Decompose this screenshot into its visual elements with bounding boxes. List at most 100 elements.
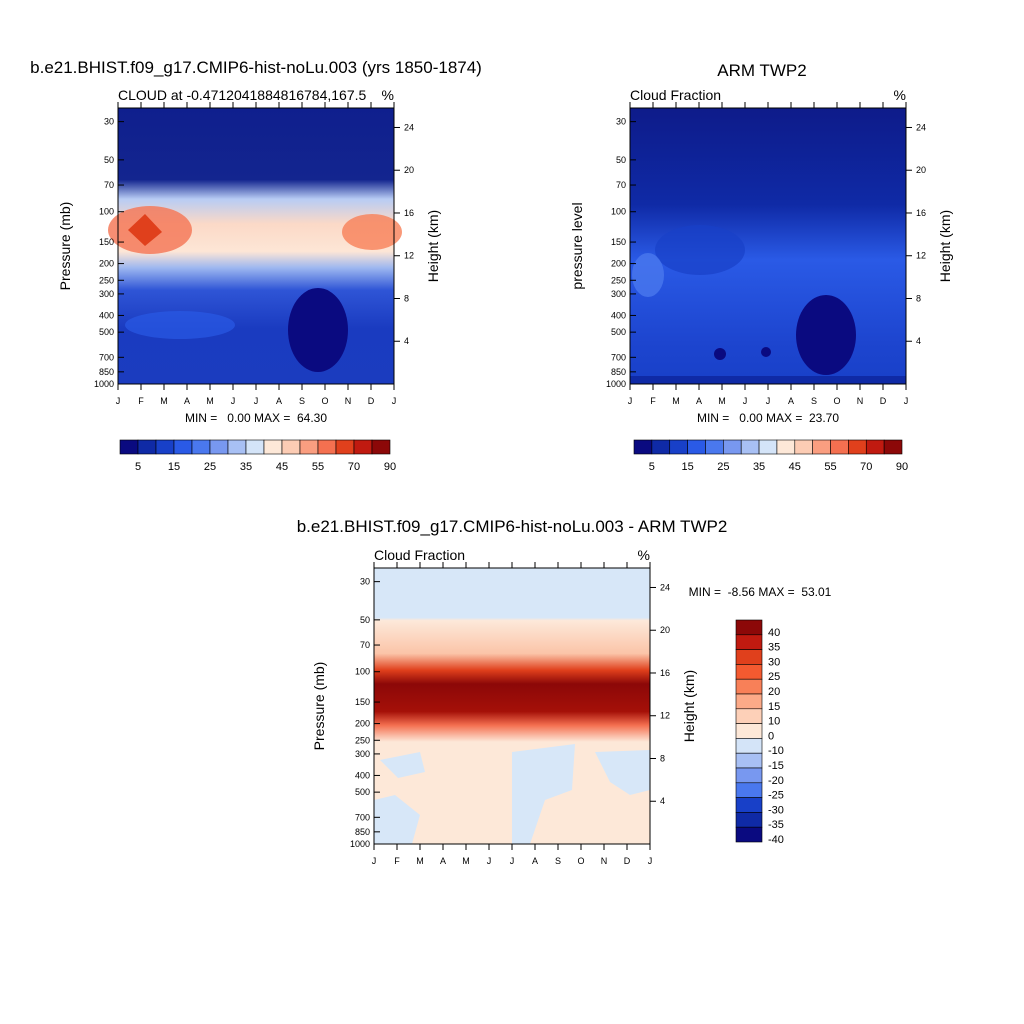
panel-obs-yrtick-label: 4 — [916, 336, 921, 346]
panel-obs-colorbar-swatch — [812, 439, 831, 455]
panel-model-xtick-label: M — [160, 396, 168, 406]
panel-obs-ytick-label: 200 — [611, 259, 626, 269]
panel-model-colorbar-label: 55 — [312, 461, 324, 473]
panel-obs-colorbar-swatch — [758, 439, 778, 455]
panel-obs-colorbar-label: 55 — [824, 461, 836, 473]
panel-model-colorbar-label: 5 — [135, 461, 141, 473]
panel-model-colorbar-swatch — [245, 439, 265, 455]
panel-diff-ylabel-right: Height (km) — [681, 670, 697, 742]
panel-diff-negative-upper — [380, 752, 425, 778]
panel-model-colorbar-label: 25 — [204, 461, 216, 473]
panel-model-colorbar-label: 70 — [348, 461, 360, 473]
panel-obs-ytick-label: 500 — [611, 327, 626, 337]
panel-diff-ytick-label: 70 — [360, 640, 370, 650]
panel-diff-colorbar-swatch — [735, 826, 763, 843]
panel-obs-ytick-label: 150 — [611, 237, 626, 247]
panel-model-xtick-label: A — [276, 396, 282, 406]
panel-model-ytick-label: 500 — [99, 327, 114, 337]
panel-model-ytick-label: 300 — [99, 289, 114, 299]
panel-diff-colorbar-swatch — [735, 619, 763, 636]
panel-model-colorbar-swatch — [281, 439, 301, 455]
panel-model-ytick-label: 50 — [104, 155, 114, 165]
panel-diff-yrtick-label: 4 — [660, 796, 665, 806]
panel-model-xtick-label: N — [345, 396, 352, 406]
panel-diff-ytick-label: 150 — [355, 697, 370, 707]
panel-model-yrtick-label: 20 — [404, 165, 414, 175]
panel-model-stats: MIN = 0.00 MAX = 64.30 — [185, 411, 327, 425]
panel-diff-colorbar-label: -35 — [768, 819, 784, 831]
panel-diff-colorbar-swatch — [735, 767, 763, 784]
panel-diff-colorbar-swatch — [735, 797, 763, 813]
panel-obs-colorbar-swatch — [687, 439, 706, 455]
panel-diff-yrtick-label: 8 — [660, 753, 665, 763]
panel-model-colorbar-swatch — [155, 439, 175, 455]
panel-obs-xtick-label: J — [766, 396, 771, 406]
panel-model-yrtick-label: 24 — [404, 122, 414, 132]
panel-obs-ytick-label: 100 — [611, 207, 626, 217]
panel-diff-xtick-label: N — [601, 856, 608, 866]
panel-obs-ytick-label: 400 — [611, 310, 626, 320]
panel-diff-colorbar-swatch — [735, 664, 763, 680]
panel-obs-yrtick-label: 20 — [916, 165, 926, 175]
panel-diff-subtitle: Cloud Fraction — [374, 547, 465, 563]
panel-obs-colorbar-swatch — [669, 439, 688, 455]
panel-diff-ytick-label: 30 — [360, 577, 370, 587]
panel-diff-colorbar-label: 15 — [768, 701, 780, 713]
panel-diff-colorbar-label: -30 — [768, 804, 784, 816]
panel-diff-colorbar-swatch — [735, 693, 763, 710]
panel-model-colorbar-swatch — [299, 439, 319, 455]
panel-obs-xtick-label: M — [718, 396, 726, 406]
panel-diff-colorbar-label: 35 — [768, 642, 780, 654]
panel-obs-yrtick-label: 16 — [916, 208, 926, 218]
panel-model-ytick-label: 400 — [99, 310, 114, 320]
panel-obs-yrtick-label: 24 — [916, 122, 926, 132]
panel-diff-ytick-label: 1000 — [350, 839, 370, 849]
panel-diff-colorbar-label: 0 — [768, 730, 774, 742]
panel-diff-colorbar-swatch — [735, 782, 763, 798]
panel-diff-units: % — [638, 547, 650, 563]
panel-diff-colorbar-swatch — [735, 723, 763, 739]
panel-obs-colorbar-swatch — [705, 439, 724, 455]
panel-diff-ytick-label: 100 — [355, 667, 370, 677]
panel-diff-colorbar-label: 25 — [768, 671, 780, 683]
panel-model-colorbar-swatch — [191, 439, 211, 455]
panel-obs-low-minimum — [796, 295, 856, 375]
panel-diff-ytick-label: 300 — [355, 749, 370, 759]
panel-model-ytick-label: 200 — [99, 259, 114, 269]
panel-diff-xtick-label: J — [372, 856, 377, 866]
panel-model-colorbar-label: 15 — [168, 461, 180, 473]
panel-diff-yrtick-label: 16 — [660, 668, 670, 678]
panel-obs-xtick-label: N — [857, 396, 864, 406]
panel-diff-ytick-label: 400 — [355, 770, 370, 780]
panel-model-ytick-label: 70 — [104, 180, 114, 190]
panel-obs-xtick-label: J — [743, 396, 748, 406]
panel-model-high-cloud-left-core — [128, 214, 162, 246]
panel-model-mid-blue — [125, 311, 235, 339]
panel-diff: b.e21.BHIST.f09_g17.CMIP6-hist-noLu.003 … — [297, 517, 832, 866]
panel-obs-ytick-label: 50 — [616, 155, 626, 165]
panel-diff-ylabel: Pressure (mb) — [311, 662, 327, 751]
panel-model-colorbar-swatch — [335, 439, 355, 455]
panel-model-ylabel-right: Height (km) — [425, 210, 441, 282]
panel-diff-yrticks: 24 20 16 12 8 4 — [650, 582, 670, 806]
panel-diff-xtick-label: O — [577, 856, 584, 866]
panel-obs-xtick-label: A — [788, 396, 794, 406]
panel-diff-negative-center — [512, 744, 575, 844]
panel-diff-colorbar-label: -40 — [768, 834, 784, 846]
panel-obs-colorbar-swatch — [794, 439, 813, 455]
panel-diff-xtick-label: S — [555, 856, 561, 866]
panel-model-ytick-label: 250 — [99, 275, 114, 285]
panel-diff-xtick-label: M — [416, 856, 424, 866]
panel-diff-xtick-label: J — [487, 856, 492, 866]
panel-obs-colorbar-label: 25 — [717, 461, 729, 473]
panel-model-ytick-label: 1000 — [94, 379, 114, 389]
panel-obs-colorbar-swatch — [883, 439, 903, 455]
panel-obs-colorbar-swatch — [740, 439, 760, 455]
panel-diff-yrtick-label: 24 — [660, 582, 670, 592]
panel-diff-colorbar-label: 40 — [768, 627, 780, 639]
panel-diff-ytick-label: 850 — [355, 827, 370, 837]
panel-obs-yticks: 30 50 70 100 150 200 250 300 400 500 700 850 1000 — [606, 117, 636, 389]
panel-obs-colorbar-swatch — [651, 439, 671, 455]
panel-obs-ytick-label: 1000 — [606, 379, 626, 389]
